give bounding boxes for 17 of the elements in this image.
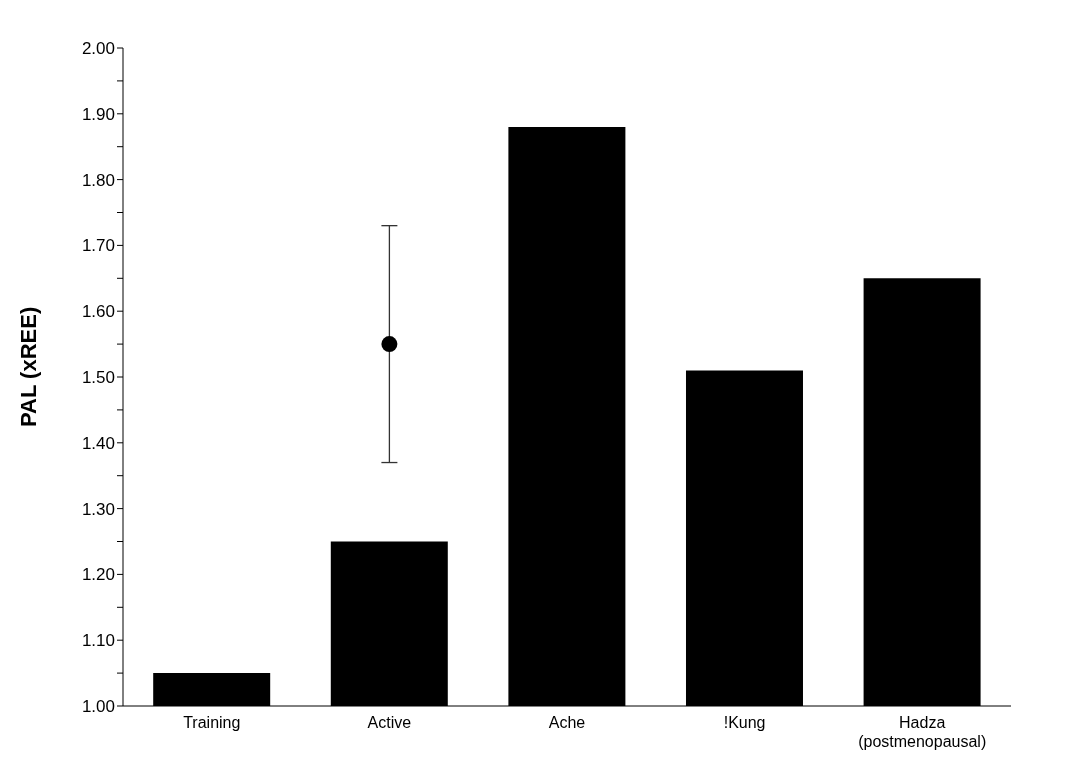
- x-tick-label: Ache: [548, 714, 586, 731]
- y-tick-label: 1.20: [81, 565, 115, 585]
- x-tick-label: Hadza (postmenopausal): [858, 714, 987, 750]
- y-tick-label: 2.00: [81, 39, 115, 59]
- y-tick-label: 1.40: [81, 433, 115, 453]
- y-tick-label: 1.10: [81, 631, 115, 651]
- y-tick-label: 1.60: [81, 302, 115, 322]
- y-axis-title: PAL (xREE): [15, 306, 41, 427]
- y-tick-label: 1.00: [81, 697, 115, 717]
- y-tick-label: 1.90: [81, 104, 115, 124]
- x-tick-label: !Kung: [723, 714, 766, 731]
- y-tick-label: 1.30: [81, 499, 115, 519]
- x-tick-label: Active: [367, 714, 412, 731]
- x-tick-label: Training: [183, 714, 241, 731]
- y-tick-label: 1.80: [81, 170, 115, 190]
- y-tick-label: 1.70: [81, 236, 115, 256]
- y-tick-label: 1.50: [81, 368, 115, 388]
